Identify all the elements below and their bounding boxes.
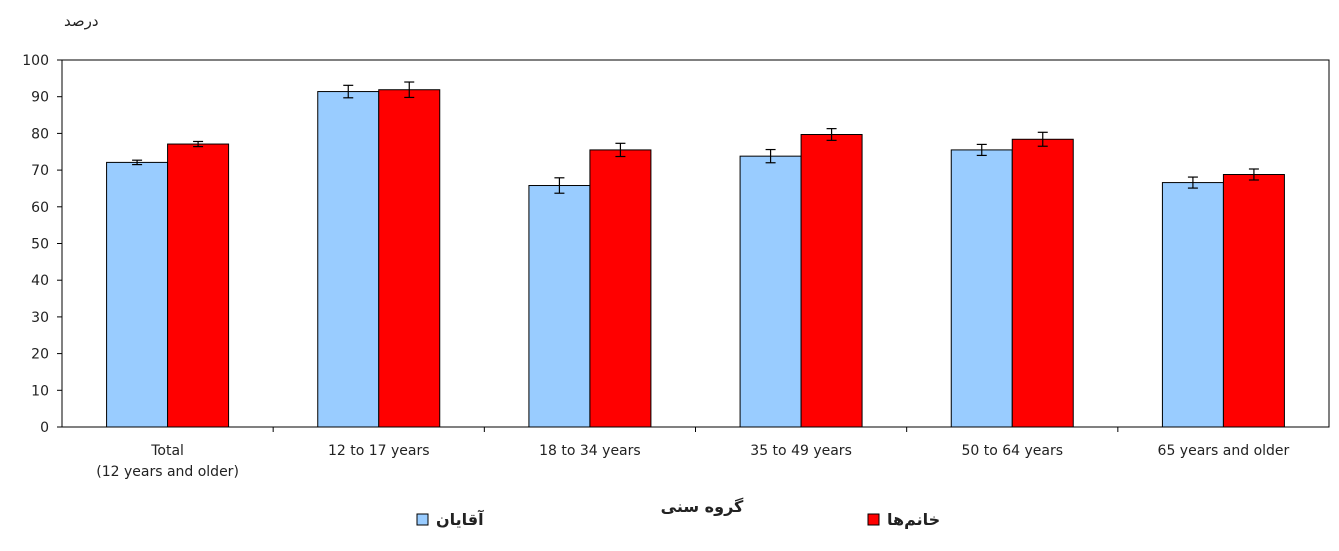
- x-tick-label: 12 to 17 years: [328, 443, 430, 459]
- legend-swatch-men: [416, 513, 429, 526]
- y-tick-label: 100: [22, 53, 49, 69]
- bar-men: [528, 185, 591, 428]
- bar-women: [1011, 138, 1074, 428]
- bar-women: [1222, 174, 1285, 428]
- bar-women: [800, 134, 863, 428]
- x-tick-label: (12 years and older): [96, 464, 239, 480]
- bar-men: [106, 161, 169, 428]
- y-tick-label: 80: [31, 126, 49, 142]
- bar-women: [378, 89, 441, 428]
- bar-men: [739, 155, 802, 428]
- bar-women: [589, 149, 652, 428]
- y-tick-label: 20: [31, 347, 49, 363]
- y-tick-label: 40: [31, 273, 49, 289]
- legend-swatch-women: [867, 513, 880, 526]
- legend-label-men: آقایان: [436, 509, 484, 529]
- y-tick-label: 30: [31, 310, 49, 326]
- bar-men: [1161, 182, 1224, 428]
- bar-men: [950, 149, 1013, 428]
- y-tick-label: 10: [31, 383, 49, 399]
- x-tick-label: 35 to 49 years: [750, 443, 852, 459]
- legend: آقایان خانم‌ها: [416, 509, 940, 529]
- x-tick-label: 50 to 64 years: [961, 443, 1063, 459]
- bar-women: [167, 143, 230, 428]
- y-tick-label: 90: [31, 90, 49, 106]
- y-tick-label: 60: [31, 200, 49, 216]
- y-axis-label: درصد: [64, 12, 99, 30]
- x-tick-label: 18 to 34 years: [539, 443, 641, 459]
- y-tick-label: 0: [40, 420, 49, 436]
- x-tick-label: Total: [150, 443, 184, 459]
- y-tick-label: 50: [31, 237, 49, 253]
- y-tick-label: 70: [31, 163, 49, 179]
- bar-men: [317, 91, 380, 428]
- plot-frame: [61, 59, 1330, 428]
- plot-area: 0 10 20 30 40 50 60 70 80 90 100 Total (12 years and…: [22, 53, 1330, 480]
- legend-label-women: خانم‌ها: [887, 510, 940, 529]
- x-tick-label: 65 years and older: [1158, 443, 1290, 459]
- x-axis-label: گروه سنی: [661, 497, 744, 516]
